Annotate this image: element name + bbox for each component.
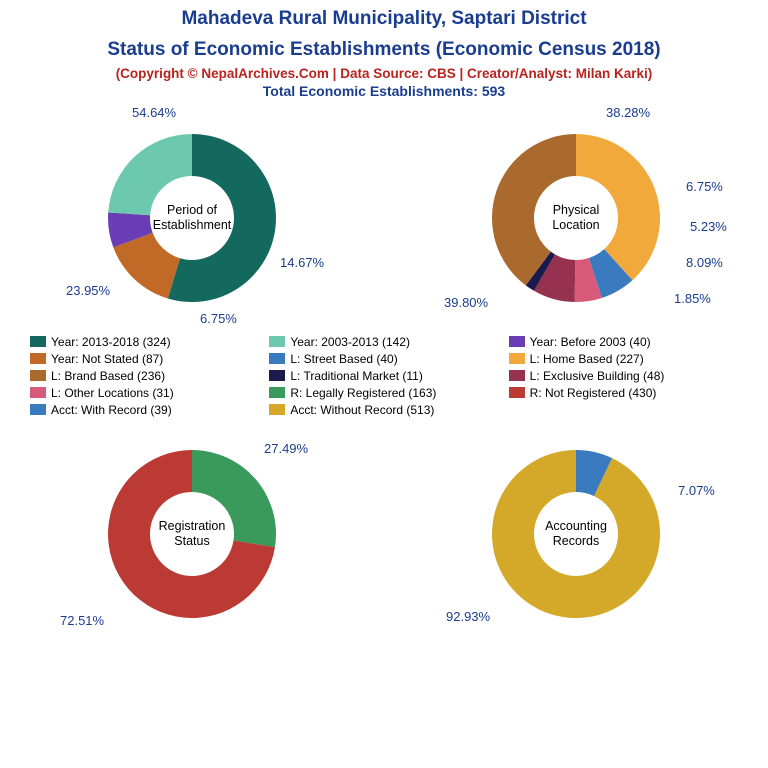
legend-swatch	[30, 387, 46, 398]
legend-text: L: Street Based (40)	[290, 352, 397, 366]
legend-text: Acct: Without Record (513)	[290, 403, 434, 417]
legend-swatch	[269, 336, 285, 347]
legend-swatch	[509, 370, 525, 381]
total-line: Total Economic Establishments: 593	[0, 83, 768, 99]
legend-text: Year: 2003-2013 (142)	[290, 335, 410, 349]
donut-center-label: Registration Status	[147, 519, 237, 549]
title-line2: Status of Economic Establishments (Econo…	[0, 31, 768, 62]
pct-label: 27.49%	[264, 441, 308, 456]
pct-label: 72.51%	[60, 613, 104, 628]
legend-text: R: Legally Registered (163)	[290, 386, 436, 400]
donut-center-label: Accounting Records	[531, 519, 621, 549]
pct-label: 92.93%	[446, 609, 490, 624]
charts-row-top: Period of Establishment 54.64% 14.67% 6.75%…	[0, 107, 768, 329]
legend-text: L: Traditional Market (11)	[290, 369, 423, 383]
chart-accounting: Accounting Records 7.07% 92.93%	[396, 423, 756, 645]
pct-label: 5.23%	[690, 219, 727, 234]
legend-swatch	[30, 353, 46, 364]
pct-label: 1.85%	[674, 291, 711, 306]
legend-swatch	[269, 370, 285, 381]
legend-swatch	[30, 404, 46, 415]
legend-item: Year: Before 2003 (40)	[509, 335, 738, 349]
pct-label: 6.75%	[686, 179, 723, 194]
chart-period: Period of Establishment 54.64% 14.67% 6.75%…	[12, 107, 372, 329]
legend-swatch	[30, 336, 46, 347]
legend-text: Year: Not Stated (87)	[51, 352, 163, 366]
pct-label: 7.07%	[678, 483, 715, 498]
legend-swatch	[30, 370, 46, 381]
legend-item: L: Other Locations (31)	[30, 386, 259, 400]
legend-text: L: Brand Based (236)	[51, 369, 165, 383]
legend-item: Acct: Without Record (513)	[269, 403, 498, 417]
legend-swatch	[509, 353, 525, 364]
chart-registration: Registration Status 27.49% 72.51%	[12, 423, 372, 645]
legend-swatch	[269, 353, 285, 364]
copyright-line: (Copyright © NepalArchives.Com | Data So…	[0, 66, 768, 81]
legend-text: Acct: With Record (39)	[51, 403, 172, 417]
pct-label: 6.75%	[200, 311, 237, 326]
pct-label: 38.28%	[606, 105, 650, 120]
legend-text: L: Home Based (227)	[530, 352, 644, 366]
legend-swatch	[269, 404, 285, 415]
legend-text: L: Exclusive Building (48)	[530, 369, 665, 383]
chart-location: Physical Location 38.28% 6.75% 5.23% 8.09% 1.…	[396, 107, 756, 329]
pct-label: 8.09%	[686, 255, 723, 270]
legend-item: L: Street Based (40)	[269, 352, 498, 366]
legend-item: R: Not Registered (430)	[509, 386, 738, 400]
legend-text: Year: Before 2003 (40)	[530, 335, 651, 349]
legend-item: L: Traditional Market (11)	[269, 369, 498, 383]
legend-item: Year: Not Stated (87)	[30, 352, 259, 366]
pct-label: 14.67%	[280, 255, 324, 270]
legend-swatch	[269, 387, 285, 398]
legend-text: L: Other Locations (31)	[51, 386, 174, 400]
legend-text: Year: 2013-2018 (324)	[51, 335, 171, 349]
legend-item: Year: 2013-2018 (324)	[30, 335, 259, 349]
legend-item: R: Legally Registered (163)	[269, 386, 498, 400]
pct-label: 54.64%	[132, 105, 176, 120]
legend-item: L: Exclusive Building (48)	[509, 369, 738, 383]
legend-item: Acct: With Record (39)	[30, 403, 259, 417]
donut-center-label: Physical Location	[531, 203, 621, 233]
pct-label: 23.95%	[66, 283, 110, 298]
pct-label: 39.80%	[444, 295, 488, 310]
legend-item: L: Brand Based (236)	[30, 369, 259, 383]
legend-swatch	[509, 387, 525, 398]
legend-item: Year: 2003-2013 (142)	[269, 335, 498, 349]
legend-swatch	[509, 336, 525, 347]
legend-item: L: Home Based (227)	[509, 352, 738, 366]
title-line1: Mahadeva Rural Municipality, Saptari Dis…	[0, 0, 768, 31]
legend-text: R: Not Registered (430)	[530, 386, 657, 400]
legend: Year: 2013-2018 (324) Year: 2003-2013 (14…	[30, 335, 738, 417]
donut-center-label: Period of Establishment	[147, 203, 237, 233]
charts-row-bottom: Registration Status 27.49% 72.51% Accounti…	[0, 423, 768, 645]
